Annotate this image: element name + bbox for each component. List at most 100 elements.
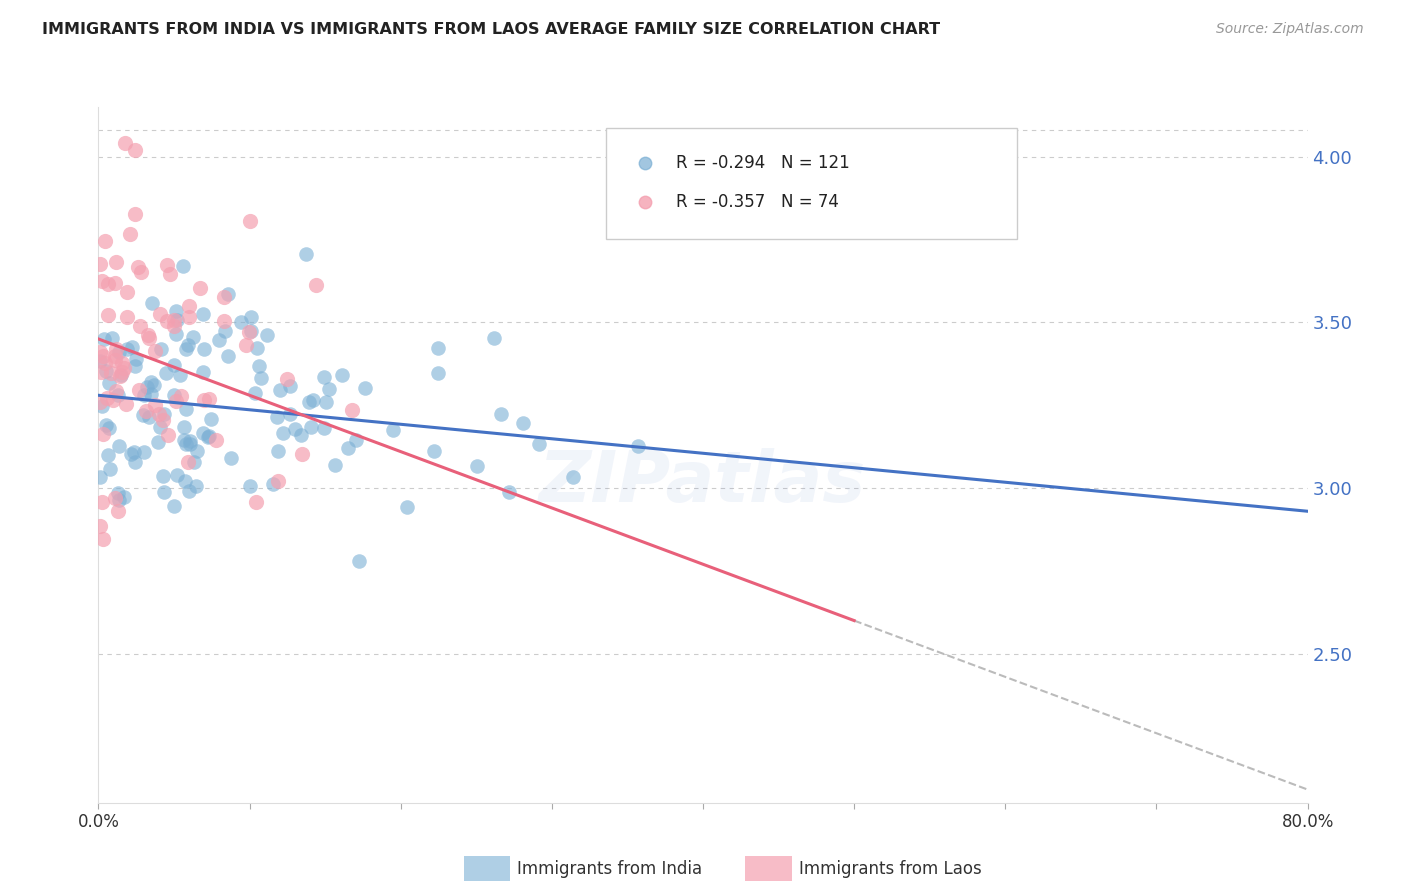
Point [111,356,134,370]
Point [101,331,124,345]
Point [148,407,170,421]
Point [165,303,187,318]
Point [100,367,122,381]
Point [115,397,138,411]
Point [177,300,200,314]
Point [396,500,419,514]
Point [427,341,450,355]
Point [149,420,172,434]
Point [115,342,138,356]
Point [103,393,125,408]
Point [91,349,114,363]
Point [90,365,112,379]
Point [97,277,120,292]
Point [112,360,135,375]
Point [89,345,111,359]
Point [152,413,174,427]
Point [110,368,132,382]
Point [246,342,269,356]
Point [165,326,187,341]
Point [181,329,204,343]
Point [217,287,239,301]
Point [267,443,290,458]
Point [177,484,200,499]
Point [229,315,252,329]
Point [262,477,284,491]
Point [128,383,150,397]
Point [183,455,205,469]
Text: R = -0.357   N = 74: R = -0.357 N = 74 [676,194,839,211]
Point [131,409,153,423]
Text: Immigrants from Laos: Immigrants from Laos [799,860,981,878]
Text: R = -0.294   N = 121: R = -0.294 N = 121 [676,153,851,171]
Point [239,478,262,492]
Point [247,359,270,373]
Point [212,314,235,328]
Point [197,430,219,444]
Point [169,368,191,382]
Point [315,394,337,409]
Point [149,342,172,356]
Text: Source: ZipAtlas.com: Source: ZipAtlas.com [1216,22,1364,37]
Point [163,313,186,327]
Point [127,260,149,275]
Point [250,371,273,385]
Point [135,404,157,418]
Point [134,445,156,459]
Point [166,468,188,483]
Point [217,349,239,363]
Point [484,331,506,345]
Point [124,207,146,221]
Text: Immigrants from India: Immigrants from India [517,860,703,878]
Point [561,470,583,484]
Point [152,469,174,483]
Point [166,313,188,327]
Point [239,310,262,324]
Point [312,421,335,435]
Point [173,434,195,448]
Point [267,474,290,488]
Point [276,372,298,386]
Point [149,307,172,321]
Point [97,448,120,462]
Point [318,382,340,396]
Point [266,409,288,424]
Point [174,342,197,356]
Point [89,519,111,533]
Point [97,308,120,322]
Point [214,324,236,338]
Point [205,433,228,447]
Point [382,423,405,437]
Point [159,268,181,282]
Point [142,378,165,392]
Point [305,277,328,292]
Point [245,494,267,508]
Point [125,351,148,366]
Point [104,352,127,367]
Point [294,247,316,261]
Point [118,227,141,241]
Point [107,388,129,402]
Point [117,310,139,324]
Point [91,495,114,509]
Point [94,418,117,433]
Point [498,485,520,500]
Point [330,368,353,383]
Point [465,459,488,474]
Point [107,485,129,500]
Point [298,395,321,409]
Point [284,421,307,435]
Point [89,470,111,484]
Point [156,314,179,328]
Point [98,421,121,435]
Point [527,437,550,451]
Point [163,358,186,372]
Point [174,474,197,488]
Point [96,364,118,378]
Point [191,426,214,441]
Point [153,407,176,421]
Point [269,384,291,398]
Point [139,375,162,389]
Point [173,420,195,434]
Point [208,333,231,347]
